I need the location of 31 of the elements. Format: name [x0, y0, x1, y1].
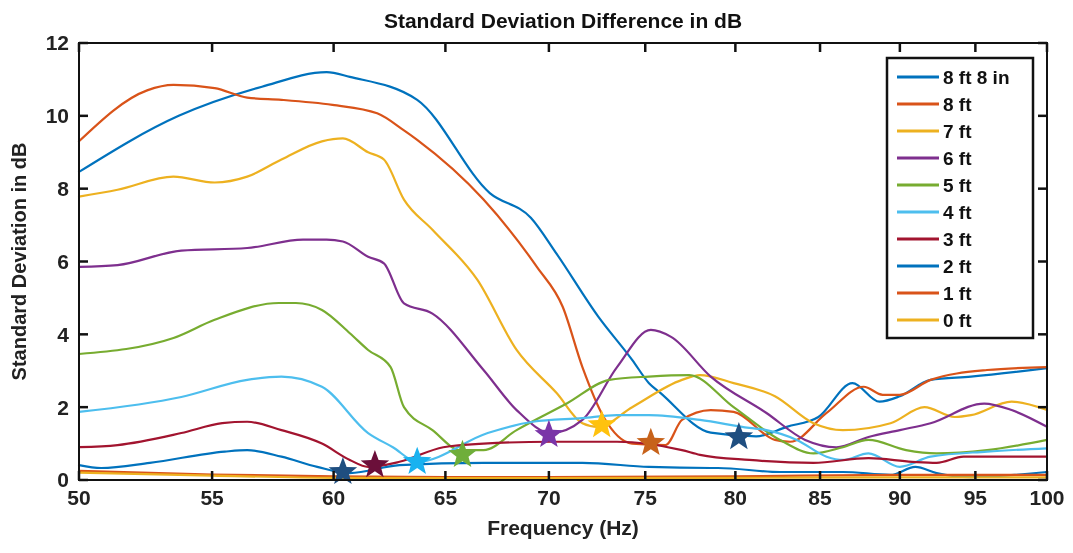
x-tick-label: 65 [433, 486, 458, 509]
legend-label: 5 ft [943, 174, 973, 196]
y-tick-label: 4 [57, 322, 70, 346]
y-axis-title: Standard Deviation in dB [8, 142, 30, 381]
x-tick-label: 85 [808, 486, 833, 509]
x-tick-label: 100 [1029, 486, 1065, 509]
legend-label: 6 ft [943, 147, 973, 169]
x-tick-label: 50 [67, 486, 91, 509]
legend-label: 2 ft [943, 255, 973, 277]
x-tick-label: 90 [888, 486, 912, 509]
y-tick-label: 12 [45, 31, 69, 55]
chart-title: Standard Deviation Difference in dB [383, 9, 743, 32]
y-tick-label: 8 [57, 177, 70, 201]
legend-label: 4 ft [943, 201, 973, 223]
x-tick-label: 60 [321, 486, 346, 509]
x-tick-label: 75 [633, 486, 658, 509]
x-tick-label: 70 [537, 486, 561, 509]
x-tick-label: 95 [963, 486, 988, 509]
legend-label: 0 ft [943, 309, 973, 331]
legend-label: 7 ft [943, 120, 973, 142]
legend-label: 8 ft 8 in [943, 66, 1010, 88]
x-axis-title: Frequency (Hz) [487, 516, 639, 539]
y-tick-label: 10 [45, 104, 69, 128]
x-tick-label: 80 [723, 486, 748, 509]
legend-label: 8 ft [943, 93, 973, 115]
y-tick-label: 0 [57, 468, 69, 492]
y-tick-label: 2 [57, 395, 69, 419]
y-tick-label: 6 [57, 249, 69, 273]
legend-label: 3 ft [943, 228, 973, 250]
x-tick-label: 55 [200, 486, 225, 509]
legend-label: 1 ft [943, 282, 973, 304]
